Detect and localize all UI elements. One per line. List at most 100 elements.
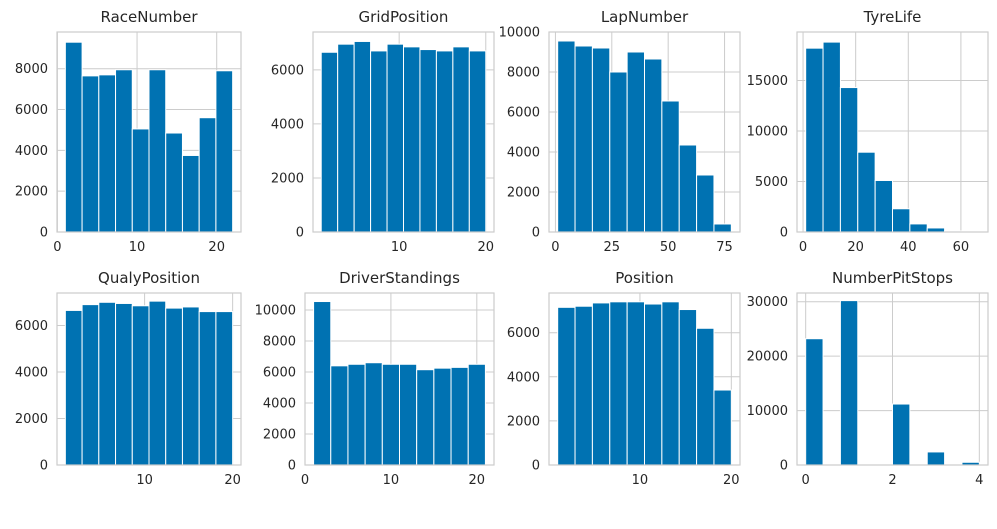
histogram-bar <box>892 403 911 466</box>
histogram-bar <box>626 51 645 233</box>
histogram-bar <box>450 366 469 466</box>
histogram-bar <box>609 71 628 233</box>
histogram-bar <box>574 45 593 233</box>
histogram-bar <box>148 69 167 233</box>
axes-frame <box>548 31 741 233</box>
x-tick-label: 20 <box>469 473 486 488</box>
y-tick-label: 5000 <box>755 175 788 190</box>
y-tick-label: 4000 <box>15 144 48 159</box>
y-tick-label: 30000 <box>747 295 788 310</box>
subplot-tyrelife: TyreLife 0 20 40 60 0 5000 10000 15000 <box>747 8 989 255</box>
histogram-bar <box>330 365 349 466</box>
histogram-bar <box>403 46 421 233</box>
histogram-bar <box>98 301 117 466</box>
histogram-bar <box>131 128 150 233</box>
x-tick-label: 10 <box>136 473 153 488</box>
histogram-bar <box>347 363 366 466</box>
x-tick-label: 20 <box>477 240 494 255</box>
x-tick-label: 0 <box>551 240 559 255</box>
histogram-bar <box>416 369 435 466</box>
histogram-bar <box>926 227 946 233</box>
y-tick-label: 10000 <box>747 124 788 139</box>
y-tick-label: 2000 <box>507 186 540 201</box>
y-tick-label: 2000 <box>271 171 304 186</box>
axes-frame <box>796 31 989 233</box>
histogram-bar <box>678 144 698 233</box>
histogram-bar <box>805 47 824 233</box>
x-tick-label: 10 <box>391 240 408 255</box>
x-tick-label: 2 <box>888 473 896 488</box>
y-tick-label: 10000 <box>499 26 540 41</box>
histogram-bar <box>64 41 83 233</box>
histogram-bar <box>419 49 437 233</box>
histogram-bar <box>678 309 698 466</box>
x-tick-label: 10 <box>632 473 649 488</box>
histogram-bar <box>713 389 732 466</box>
histogram-bar <box>452 46 470 233</box>
y-tick-label: 0 <box>532 226 540 241</box>
histogram-bar <box>64 309 83 466</box>
x-tick-label: 20 <box>847 240 864 255</box>
y-tick-label: 4000 <box>263 397 296 412</box>
y-tick-label: 0 <box>288 459 296 474</box>
histogram-bar <box>591 302 611 466</box>
histogram-bar <box>644 58 663 233</box>
y-tick-label: 0 <box>780 226 788 241</box>
axes-frame <box>304 292 495 466</box>
histogram-bar <box>313 301 332 466</box>
y-tick-label: 6000 <box>263 366 296 381</box>
x-tick-label: 0 <box>802 473 810 488</box>
histogram-bar <box>148 300 167 466</box>
histogram-bar <box>892 208 911 233</box>
histogram-bar <box>131 305 150 466</box>
subplot-lapnumber: LapNumber 0 25 50 75 0 2000 4000 6000 8000 10000 <box>499 8 741 255</box>
histogram-bar <box>822 41 841 233</box>
histogram-bar <box>353 40 372 233</box>
x-tick-label: 20 <box>723 473 740 488</box>
subplot-qualyposition: QualyPosition 10 20 0 2000 4000 6000 <box>15 269 242 488</box>
subplot-title: TyreLife <box>863 8 922 26</box>
x-tick-label: 0 <box>53 240 61 255</box>
x-tick-label: 10 <box>129 240 146 255</box>
histogram-bar <box>857 151 876 233</box>
histogram-bar <box>198 117 217 233</box>
y-tick-label: 2000 <box>15 185 48 200</box>
y-tick-label: 0 <box>532 459 540 474</box>
histogram-bar <box>433 367 452 466</box>
subplot-title: Position <box>615 269 673 287</box>
subplot-racenumber: RaceNumber 0 10 20 0 2000 4000 6000 8000 <box>15 8 242 255</box>
histogram-bar <box>839 300 859 466</box>
histogram-bar <box>696 327 715 466</box>
y-tick-label: 8000 <box>263 335 296 350</box>
y-tick-label: 6000 <box>507 326 540 341</box>
y-tick-label: 4000 <box>507 146 540 161</box>
histogram-bar <box>661 301 680 466</box>
y-tick-label: 4000 <box>15 366 48 381</box>
histogram-bar <box>661 100 680 233</box>
y-tick-label: 10000 <box>747 404 788 419</box>
histogram-bar <box>574 305 593 466</box>
histogram-bar <box>609 301 628 466</box>
histogram-bar <box>386 43 404 233</box>
y-tick-label: 8000 <box>15 62 48 77</box>
y-tick-label: 6000 <box>15 319 48 334</box>
y-tick-label: 6000 <box>15 103 48 118</box>
y-tick-label: 20000 <box>747 350 788 365</box>
histogram-bar <box>215 70 234 233</box>
y-tick-label: 4000 <box>271 117 304 132</box>
y-tick-label: 0 <box>296 226 304 241</box>
histogram-bar <box>181 154 200 233</box>
histogram-bar <box>215 311 234 466</box>
histogram-bar <box>337 43 355 233</box>
histogram-bar <box>165 132 183 233</box>
histogram-bar <box>320 51 339 233</box>
y-tick-label: 6000 <box>507 106 540 121</box>
y-tick-label: 0 <box>780 459 788 474</box>
histogram-bar <box>644 303 663 466</box>
histogram-bar <box>370 50 388 233</box>
subplot-title: RaceNumber <box>100 8 198 26</box>
y-tick-label: 6000 <box>271 63 304 78</box>
histogram-bar <box>696 174 715 233</box>
histogram-bar <box>557 306 576 466</box>
